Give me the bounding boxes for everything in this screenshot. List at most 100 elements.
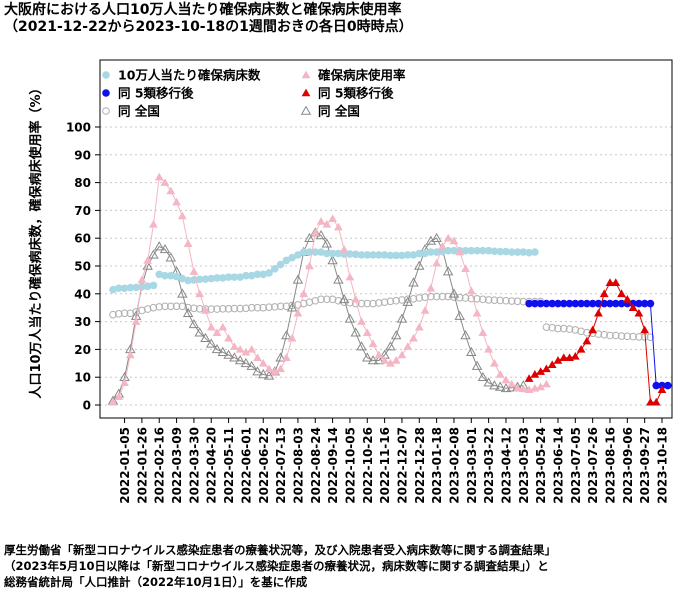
data-point xyxy=(460,330,471,340)
data-point xyxy=(502,247,510,256)
data-point xyxy=(184,276,192,285)
x-tick-labels: 2022-01-05 2022-01-26 2022-02-16 2022-03-09… xyxy=(118,427,669,504)
data-point xyxy=(367,355,379,365)
series-line xyxy=(528,282,663,403)
data-point xyxy=(148,249,159,259)
data-point xyxy=(253,303,262,312)
data-point xyxy=(166,271,175,280)
data-point xyxy=(507,297,516,305)
data-point xyxy=(646,333,655,341)
data-point xyxy=(599,289,609,298)
data-point xyxy=(206,338,217,348)
data-point xyxy=(483,377,494,387)
data-point xyxy=(635,299,643,308)
data-point xyxy=(258,358,268,367)
data-point xyxy=(363,299,372,308)
series-usage xyxy=(108,172,551,406)
data-point xyxy=(513,297,522,306)
data-point xyxy=(380,251,389,259)
data-point xyxy=(153,241,165,251)
data-point xyxy=(131,317,141,325)
data-point xyxy=(195,305,204,313)
data-point xyxy=(114,284,123,293)
x-tick-label: 2023-07-05 xyxy=(569,427,583,504)
data-point xyxy=(327,255,338,265)
data-point xyxy=(454,310,465,320)
data-point xyxy=(553,356,563,364)
data-point xyxy=(507,248,516,256)
data-point xyxy=(513,383,522,392)
data-point xyxy=(651,397,661,406)
data-point xyxy=(304,232,315,242)
data-point xyxy=(120,284,129,293)
x-tick-label: 2023-09-27 xyxy=(638,427,652,504)
data-point xyxy=(317,248,325,256)
data-point xyxy=(576,345,586,353)
data-point xyxy=(466,346,477,356)
data-point xyxy=(525,299,533,308)
data-point xyxy=(195,289,205,298)
data-point xyxy=(611,299,620,308)
x-tick-label: 2022-02-16 xyxy=(153,427,167,504)
data-point xyxy=(294,251,302,259)
data-point xyxy=(224,305,233,313)
data-point xyxy=(323,249,331,258)
data-point xyxy=(467,294,476,303)
legend-item-beds-national: 同 全国 xyxy=(102,104,160,119)
data-point xyxy=(328,214,337,223)
data-point xyxy=(571,299,580,308)
data-point xyxy=(409,251,418,259)
data-point xyxy=(160,178,170,186)
data-point xyxy=(565,325,574,333)
data-point xyxy=(663,381,672,390)
data-point xyxy=(182,307,194,318)
data-point xyxy=(415,294,424,302)
data-point xyxy=(161,271,169,280)
data-point xyxy=(530,370,540,378)
data-point xyxy=(253,270,262,279)
legend-item-usage: 確保病床使用率 xyxy=(301,68,406,83)
data-point xyxy=(252,366,263,376)
data-point xyxy=(178,274,187,283)
data-point xyxy=(200,332,211,343)
data-point xyxy=(276,302,285,311)
data-point xyxy=(102,107,110,115)
legend-label: 同 全国 xyxy=(318,104,360,119)
data-point xyxy=(236,304,244,313)
data-point xyxy=(155,270,164,279)
data-point xyxy=(554,324,562,333)
source-note-line2: （2023年5月10日以降は「新型コロナウイルス感染症患者の療養状況，病床数等に… xyxy=(4,559,549,573)
data-point xyxy=(165,252,177,262)
data-point xyxy=(166,302,175,311)
data-point xyxy=(236,273,244,281)
data-point xyxy=(177,288,188,298)
series-usage-national xyxy=(107,227,529,405)
data-point xyxy=(477,371,489,381)
data-point xyxy=(594,308,603,317)
data-point xyxy=(577,299,585,308)
data-point xyxy=(120,378,129,387)
data-point xyxy=(652,381,661,390)
x-tick-label: 2023-09-06 xyxy=(621,427,635,504)
data-point xyxy=(125,350,135,359)
data-point xyxy=(281,353,291,362)
data-point xyxy=(230,273,239,281)
data-point xyxy=(380,356,389,364)
data-point xyxy=(102,89,110,97)
data-point xyxy=(242,271,250,280)
data-point xyxy=(432,248,441,256)
series-beds-post xyxy=(525,299,672,390)
data-point xyxy=(559,299,568,308)
y-axis-title: 人口10万人当たり確保病床数，確保病床使用率（%） xyxy=(28,81,44,398)
data-point xyxy=(265,269,273,277)
data-point xyxy=(443,233,453,242)
data-point xyxy=(611,331,620,340)
data-point xyxy=(287,333,297,342)
data-point xyxy=(247,271,256,280)
y-tick-label: 80 xyxy=(74,176,91,190)
data-point xyxy=(234,355,246,365)
data-point xyxy=(635,333,643,341)
data-point xyxy=(195,275,204,284)
data-point xyxy=(351,250,360,259)
data-point xyxy=(265,303,273,311)
